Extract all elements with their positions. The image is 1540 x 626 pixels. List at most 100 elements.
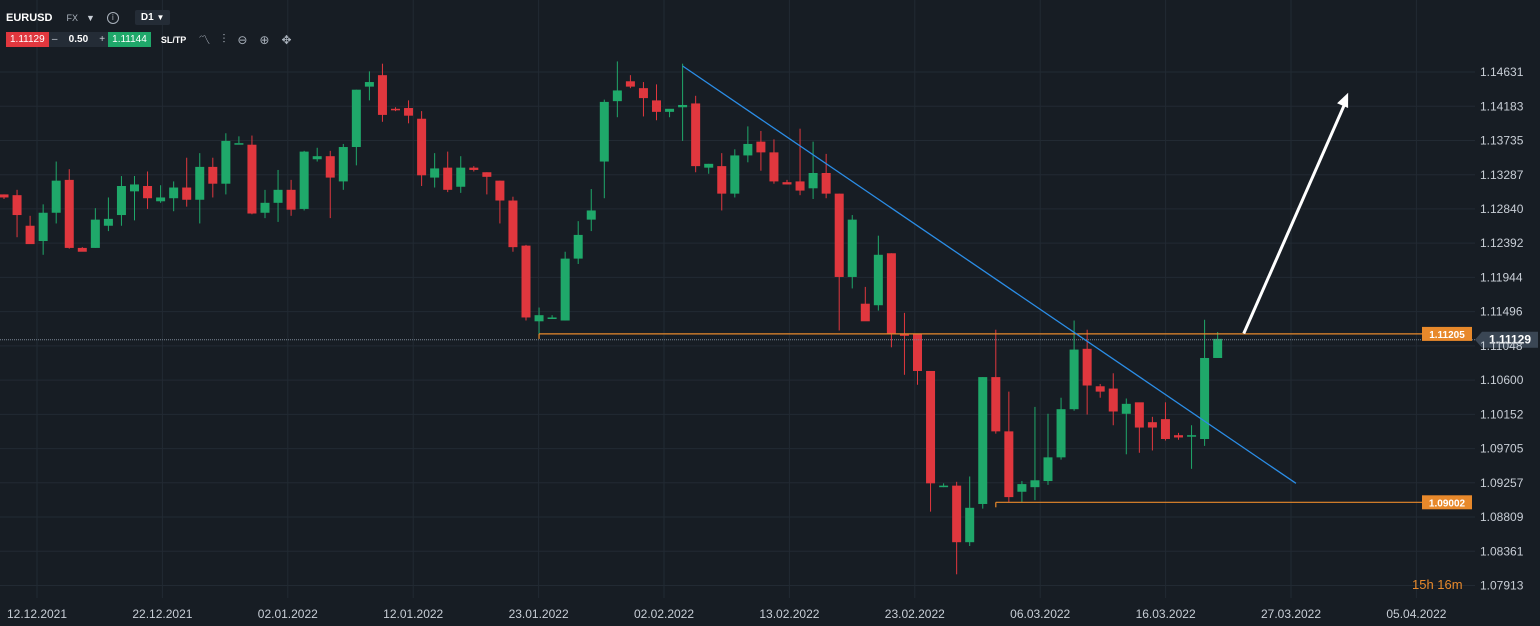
candle-down [834, 193, 844, 277]
y-tick-label: 1.13287 [1480, 168, 1524, 182]
y-tick-label: 1.14631 [1480, 65, 1524, 79]
market-label: FX [66, 12, 78, 23]
y-tick-label: 1.11048 [1480, 339, 1523, 353]
y-tick-label: 1.10600 [1480, 373, 1524, 387]
level-label: 1.09002 [1429, 498, 1466, 509]
x-tick-label: 12.12.2021 [7, 607, 67, 621]
y-tick-label: 1.12392 [1480, 236, 1524, 250]
timeframe-select[interactable]: D1 ▼ [134, 10, 171, 25]
y-tick-label: 1.08809 [1480, 510, 1524, 524]
candle-up [665, 108, 675, 112]
candle-down [782, 182, 792, 185]
info-icon[interactable]: i [106, 11, 119, 24]
candle-up [599, 101, 609, 162]
candle-up [965, 507, 975, 543]
quantity-decrease-button[interactable]: – [48, 32, 61, 47]
x-tick-label: 12.01.2022 [383, 607, 443, 621]
candle-down [495, 180, 505, 201]
candle-up [51, 180, 61, 213]
candle-up [873, 254, 883, 306]
candle-down [0, 194, 9, 198]
price-axis[interactable]: 1.14631 1.14183 1.13735 1.13287 1.12840 1.123… [1480, 65, 1524, 593]
candle-up [1069, 349, 1079, 410]
candle-down [508, 200, 518, 248]
candle-down [899, 334, 909, 336]
chevron-down-icon[interactable]: ▼ [85, 12, 95, 23]
candle-down [652, 100, 661, 112]
current-price-badge [1475, 331, 1538, 348]
candle-up [103, 218, 113, 226]
candle-down [247, 144, 257, 214]
candle-up [678, 104, 688, 108]
candle-down [286, 189, 296, 210]
candle-down [182, 187, 192, 200]
x-tick-label: 23.01.2022 [509, 607, 569, 621]
candle-down [1004, 431, 1014, 498]
candle-up [273, 189, 283, 203]
candle-up [847, 219, 857, 277]
candle-up [586, 210, 596, 220]
candle-down [717, 166, 727, 194]
y-tick-label: 1.07913 [1480, 579, 1524, 593]
candle-down [952, 485, 962, 543]
candle-down [1174, 435, 1183, 438]
y-tick-label: 1.11496 [1480, 305, 1523, 319]
candle-up [364, 82, 374, 87]
candle-down [521, 245, 531, 318]
quantity-input[interactable]: 0.50 [60, 32, 97, 47]
candle-up [704, 163, 714, 168]
candle-down [926, 370, 936, 484]
level-label: 1.11205 [1429, 330, 1465, 341]
zoom-out-icon[interactable]: ⊖ [237, 32, 248, 47]
candle-down [625, 81, 635, 87]
candle-up [808, 173, 818, 189]
forecast-arrow-shaft[interactable] [1242, 100, 1348, 335]
candle-down [77, 247, 87, 252]
candle-down [25, 225, 35, 245]
candles-icon[interactable]: ⫶ [222, 32, 226, 46]
x-tick-label: 02.02.2022 [634, 607, 694, 621]
candle-up [743, 143, 753, 156]
candle-down [325, 156, 335, 178]
candle-down [1160, 419, 1170, 440]
candle-up [547, 317, 557, 319]
candle-up [1017, 484, 1027, 492]
candle-up [260, 202, 270, 213]
candle-up [195, 166, 205, 200]
candle-up [1056, 409, 1066, 458]
candle-down [417, 118, 427, 176]
time-axis[interactable]: 12.12.2021 22.12.2021 02.01.2022 12.01.2022… [7, 607, 1447, 621]
y-tick-label: 1.09257 [1480, 476, 1524, 490]
x-tick-label: 22.12.2021 [132, 607, 192, 621]
buy-button[interactable]: 1.11144 [108, 32, 151, 47]
candle-up [1187, 435, 1197, 437]
candle-down [482, 172, 492, 177]
symbol-name[interactable]: EURUSD [6, 11, 53, 24]
candle-up [156, 197, 166, 202]
candle-up [221, 140, 231, 184]
sltp-button[interactable]: SL/TP [160, 34, 187, 45]
candle-up [430, 168, 440, 178]
candle-up [169, 187, 179, 199]
quantity-increase-button[interactable]: + [96, 32, 109, 47]
zoom-in-icon[interactable]: ⊕ [259, 32, 270, 47]
candle-down [638, 88, 648, 99]
forecast-arrow-head [1337, 92, 1349, 108]
trendline[interactable] [682, 65, 1297, 484]
candle-down [886, 253, 896, 335]
candle-down [12, 195, 22, 216]
sell-button[interactable]: 1.11129 [6, 32, 49, 47]
candle-up [456, 167, 466, 187]
x-tick-label: 05.04.2022 [1386, 607, 1446, 621]
candle-down [443, 167, 453, 190]
crosshair-icon[interactable]: ✥ [281, 32, 292, 47]
symbol-bar: EURUSD FX ▼ i D1 ▼ [6, 10, 171, 25]
line-chart-icon[interactable]: 〽 [198, 33, 211, 47]
current-price-label: 1.11129 [1489, 333, 1531, 347]
candle-up [939, 485, 949, 488]
candle-down [404, 108, 414, 116]
candle-up [1030, 480, 1040, 488]
candle-down [1095, 386, 1105, 392]
candle-up [573, 234, 583, 259]
